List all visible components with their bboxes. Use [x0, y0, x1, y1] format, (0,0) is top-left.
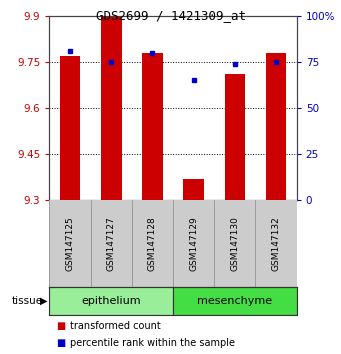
Bar — [60, 56, 80, 200]
Text: GSM147125: GSM147125 — [65, 216, 75, 271]
Bar — [173, 287, 297, 315]
Text: GSM147130: GSM147130 — [231, 216, 239, 271]
Bar — [183, 178, 204, 200]
Text: GSM147129: GSM147129 — [189, 216, 198, 271]
Bar — [225, 74, 245, 200]
Text: ■: ■ — [56, 321, 65, 331]
Text: GDS2699 / 1421309_at: GDS2699 / 1421309_at — [95, 9, 246, 22]
Text: GSM147127: GSM147127 — [107, 216, 116, 271]
Bar — [101, 16, 121, 200]
Text: transformed count: transformed count — [70, 321, 161, 331]
Text: GSM147128: GSM147128 — [148, 216, 157, 271]
Bar — [49, 287, 173, 315]
Text: GSM147132: GSM147132 — [271, 216, 281, 271]
Text: mesenchyme: mesenchyme — [197, 296, 272, 306]
Text: tissue: tissue — [12, 296, 43, 306]
Text: percentile rank within the sample: percentile rank within the sample — [70, 338, 235, 348]
Bar — [266, 53, 286, 200]
Bar — [142, 53, 163, 200]
Text: ▶: ▶ — [40, 296, 48, 306]
Text: ■: ■ — [56, 338, 65, 348]
Text: epithelium: epithelium — [81, 296, 141, 306]
